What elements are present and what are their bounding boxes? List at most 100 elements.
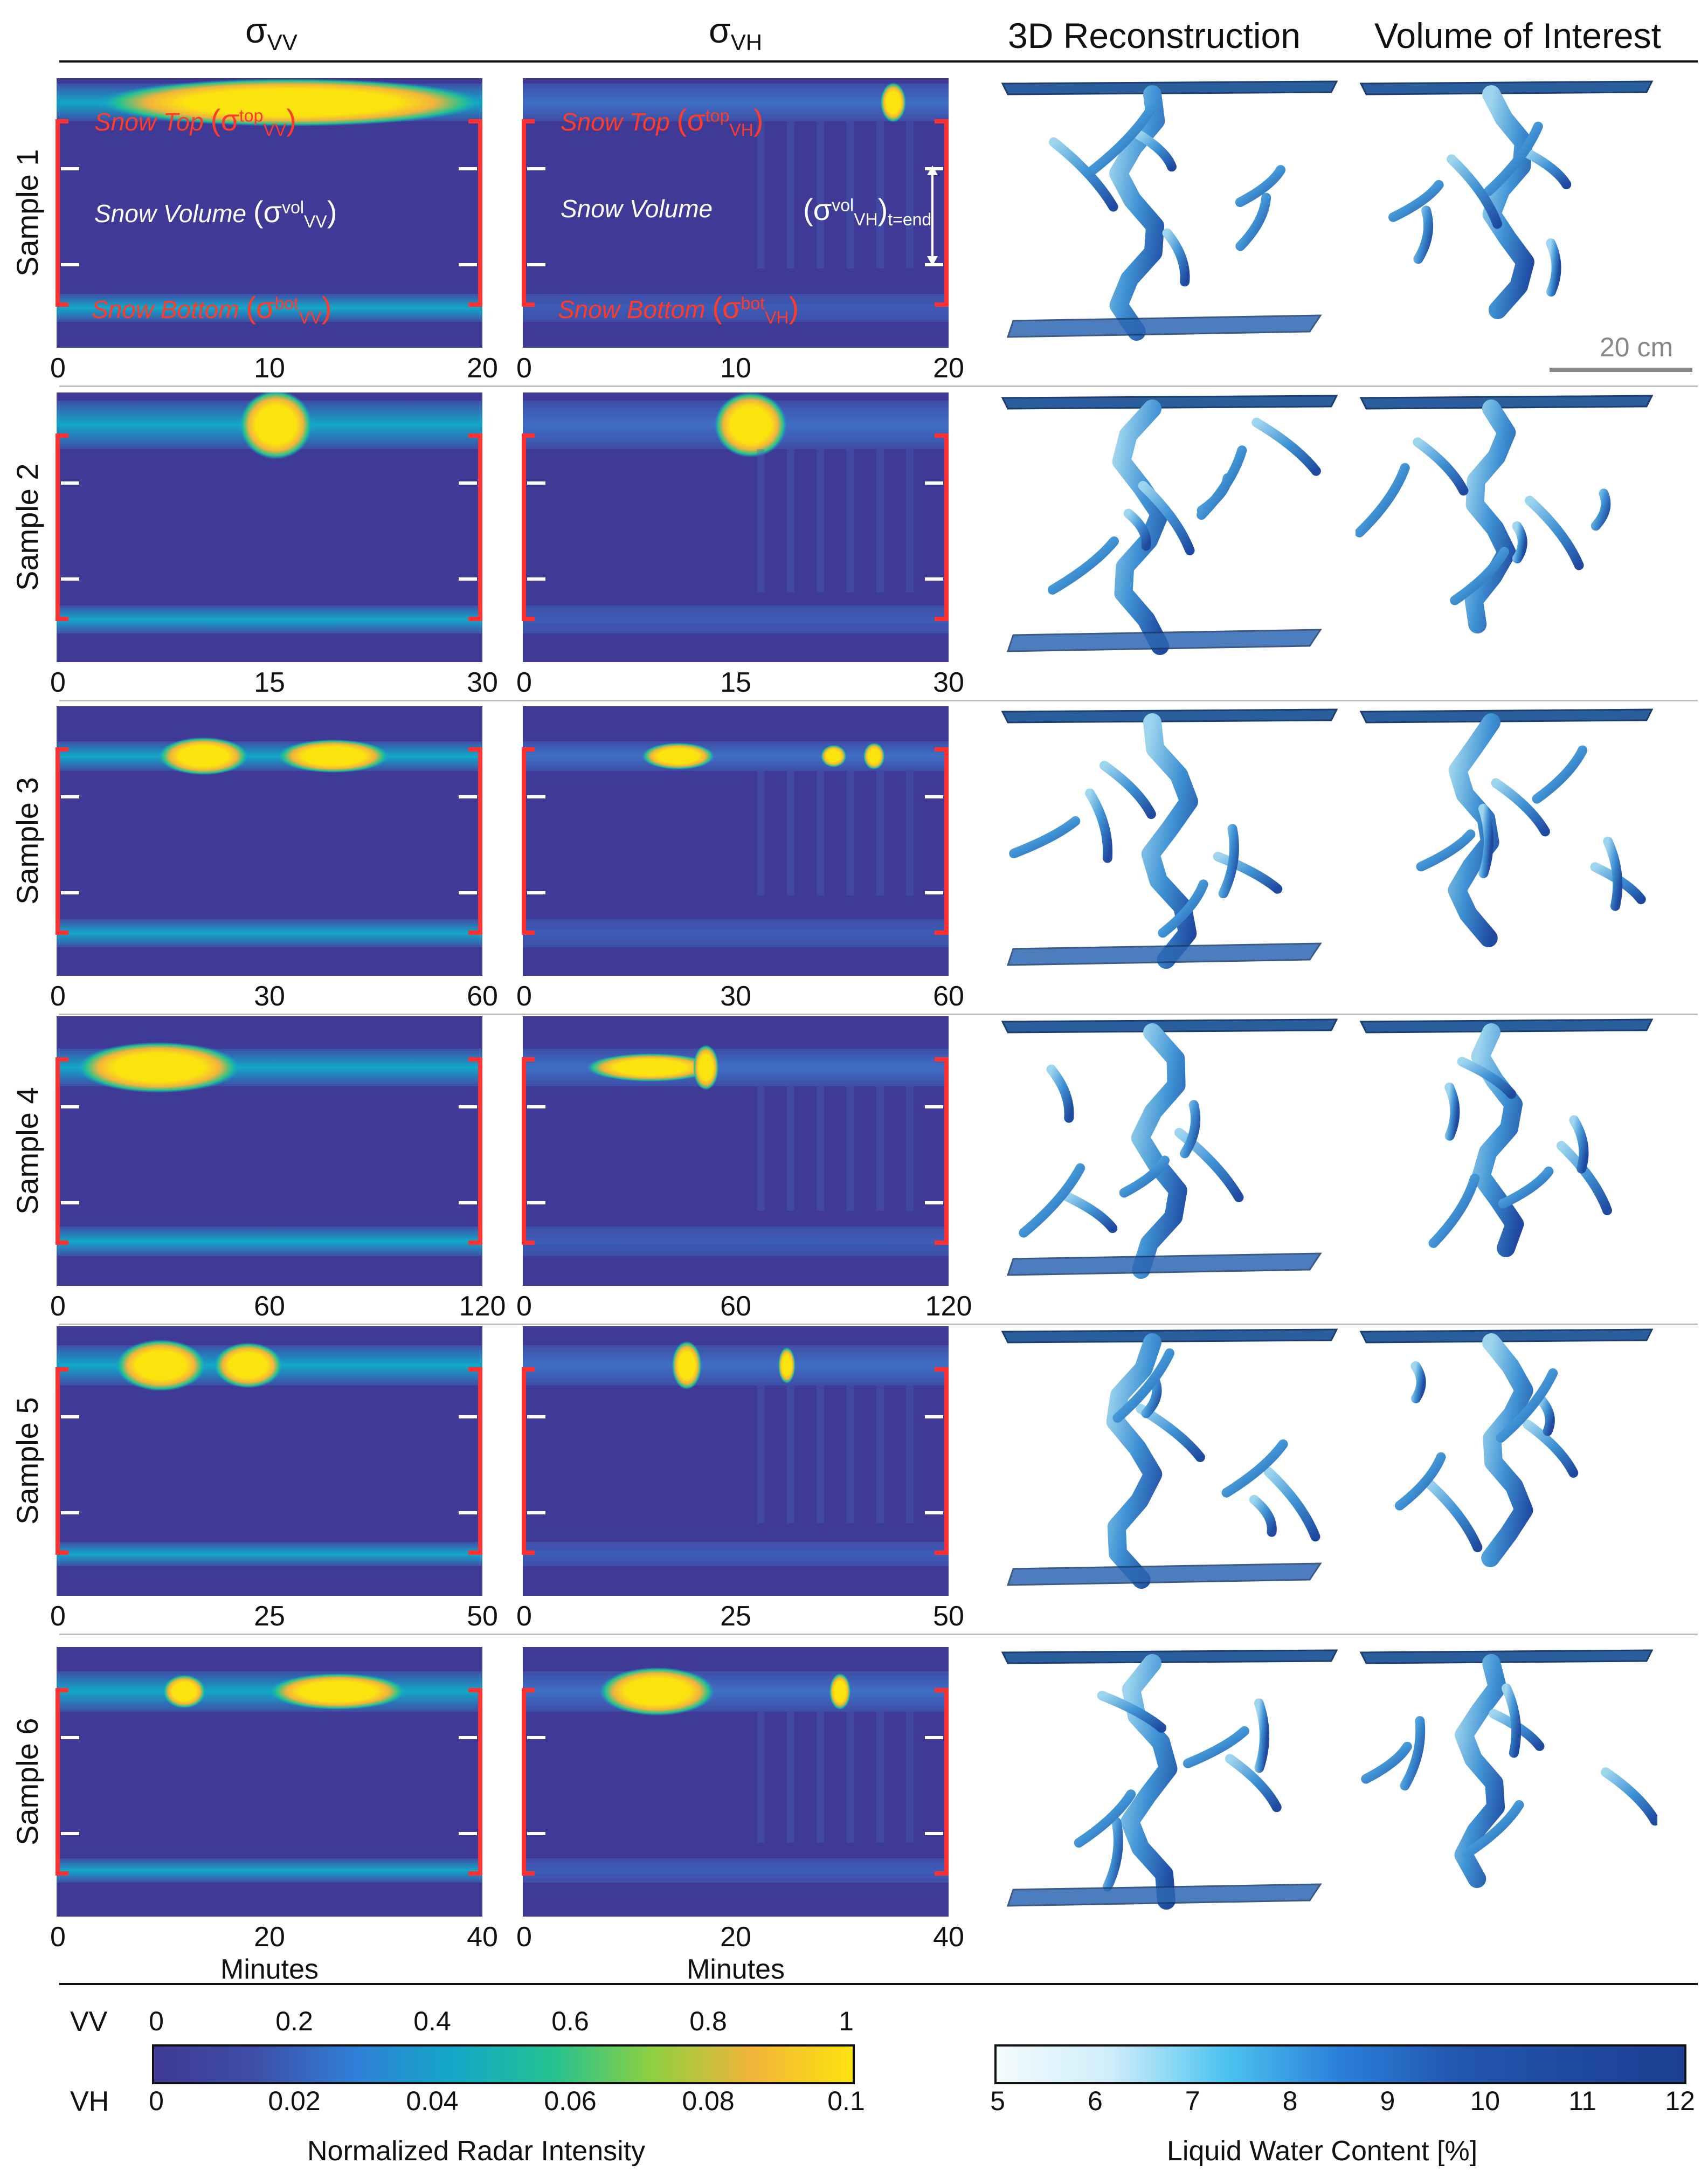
scalebar-label: 20 cm — [1600, 332, 1674, 362]
bracket-right — [468, 119, 482, 307]
bracket-right — [468, 433, 482, 621]
heatmap-vh — [523, 1647, 949, 1917]
axis-tick-label: 30 — [254, 981, 285, 1012]
axis-tick-label: 0 — [516, 981, 532, 1012]
axis-tick-label: 60 — [933, 981, 964, 1012]
boundary-tick — [459, 891, 477, 894]
axis-tick-label: 0 — [50, 353, 66, 384]
axis-tick-label: 20 — [467, 353, 498, 384]
bracket-left — [56, 1367, 68, 1555]
heatmap-vv — [57, 706, 482, 976]
reconstruction-render — [1001, 1649, 1338, 1910]
boundary-tick — [459, 1511, 477, 1514]
colorbar-tick: 7 — [1185, 2086, 1200, 2116]
annotation-snow-bottom-vh: Snow Bottom (σbotVH) — [558, 291, 799, 328]
colorbar-tick: 5 — [990, 2086, 1005, 2116]
axis-tick-label: 50 — [933, 1601, 964, 1632]
boundary-tick — [527, 1736, 545, 1739]
annotation-snow-volume-vh: Snow Volume — [561, 195, 713, 223]
boundary-tick — [459, 795, 477, 798]
bracket-left — [522, 1057, 535, 1245]
row-separator — [59, 1324, 1698, 1325]
reconstruction-render — [1359, 1328, 1654, 1567]
colorbar-tick: 6 — [1087, 2086, 1103, 2116]
sample-label: Sample 1 — [10, 149, 44, 277]
x-axis-label-vv: Minutes — [220, 1954, 319, 1985]
boundary-tick — [61, 263, 79, 266]
axis-tick-label: 20 — [720, 1921, 751, 1953]
colorbar-tick: 0.06 — [544, 2086, 597, 2116]
sample-label: Sample 2 — [10, 463, 44, 591]
axis-tick-label: 20 — [933, 353, 964, 384]
sample-label: Sample 4 — [10, 1087, 44, 1215]
boundary-tick — [61, 481, 79, 485]
scalebar — [1550, 368, 1692, 372]
axis-tick-label: 20 — [254, 1921, 285, 1953]
reconstruction-render — [1359, 1649, 1657, 1888]
colorbar-tick: 0.8 — [689, 2006, 727, 2036]
reconstruction-render — [1359, 1018, 1654, 1257]
bracket-right — [468, 747, 482, 935]
row-separator — [59, 1634, 1698, 1635]
lwc-colorbar — [994, 2044, 1686, 2084]
row-separator — [59, 1014, 1698, 1015]
heatmap-vh — [523, 1016, 949, 1286]
axis-tick-label: 15 — [720, 667, 751, 698]
colorbar-tick: 10 — [1470, 2086, 1500, 2116]
bracket-left — [522, 119, 535, 307]
colorbar-tick: 1 — [839, 2006, 854, 2036]
sample-label: Sample 6 — [10, 1718, 44, 1846]
boundary-tick — [459, 1105, 477, 1108]
heatmap-vh — [523, 706, 949, 976]
reconstruction-render — [1001, 708, 1338, 969]
boundary-tick — [527, 891, 545, 894]
heatmap-vh — [523, 392, 949, 662]
colorbar-tick: 0 — [149, 2086, 164, 2116]
bracket-right — [468, 1688, 482, 1876]
axis-tick-label: 0 — [50, 1921, 66, 1953]
bracket-right — [468, 1367, 482, 1555]
boundary-tick — [459, 263, 477, 266]
bracket-right — [935, 119, 949, 307]
boundary-tick — [925, 795, 943, 798]
heatmap-vh — [523, 78, 949, 348]
header-volume-of-interest: Volume of Interest — [1374, 16, 1661, 56]
reconstruction-render — [1359, 80, 1654, 319]
bracket-left — [56, 1688, 68, 1876]
axis-tick-label: 120 — [925, 1291, 972, 1322]
heatmap-vv — [57, 392, 482, 662]
boundary-tick — [527, 1832, 545, 1835]
bracket-left — [522, 1688, 535, 1876]
boundary-tick — [527, 1201, 545, 1204]
boundary-tick — [61, 1415, 79, 1418]
boundary-tick — [925, 1415, 943, 1418]
heatmap-vv — [57, 1326, 482, 1596]
row-separator — [59, 385, 1698, 387]
radar-colorbar-title: Normalized Radar Intensity — [307, 2135, 646, 2167]
boundary-tick — [61, 1105, 79, 1108]
boundary-tick — [925, 263, 943, 266]
colorbar-tick: 11 — [1568, 2086, 1597, 2116]
heatmap-vv — [57, 1647, 482, 1917]
row-separator — [59, 700, 1698, 701]
bracket-left — [522, 1367, 535, 1555]
radar-colorbar — [152, 2044, 855, 2084]
volume-extent-arrow — [927, 166, 938, 266]
bracket-right — [935, 1057, 949, 1245]
boundary-tick — [527, 167, 545, 170]
boundary-tick — [61, 795, 79, 798]
header-sigma-vv: σVV — [245, 10, 298, 56]
sample-label: Sample 5 — [10, 1397, 44, 1525]
colorbar-tick: 0.1 — [827, 2086, 865, 2116]
axis-tick-label: 60 — [467, 981, 498, 1012]
colorbar-vh-label: VH — [70, 2086, 109, 2117]
boundary-tick — [61, 577, 79, 581]
annotation-snow-top-vh: Snow Top (σtopVH) — [561, 103, 764, 140]
annotation-sigma-vh-vol-end: (σvolVH)t=end — [803, 192, 932, 230]
reconstruction-render — [1001, 395, 1338, 655]
axis-tick-label: 0 — [516, 353, 532, 384]
boundary-tick — [459, 481, 477, 485]
axis-tick-label: 25 — [254, 1601, 285, 1632]
bracket-right — [935, 433, 949, 621]
colorbar-tick: 0.6 — [551, 2006, 589, 2036]
